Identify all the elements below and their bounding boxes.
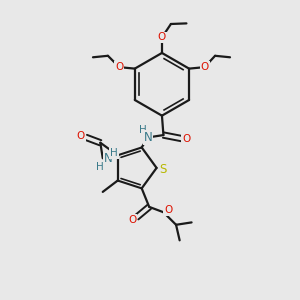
Text: H: H <box>97 162 104 172</box>
Text: O: O <box>200 62 209 72</box>
Text: O: O <box>115 62 123 72</box>
Text: N: N <box>143 131 152 144</box>
Text: H: H <box>110 148 118 158</box>
Text: O: O <box>76 131 85 141</box>
Text: O: O <box>128 215 136 225</box>
Text: O: O <box>164 206 172 215</box>
Text: N: N <box>104 152 112 165</box>
Text: H: H <box>139 125 146 135</box>
Text: S: S <box>160 163 167 176</box>
Text: O: O <box>182 134 190 144</box>
Text: O: O <box>158 32 166 42</box>
